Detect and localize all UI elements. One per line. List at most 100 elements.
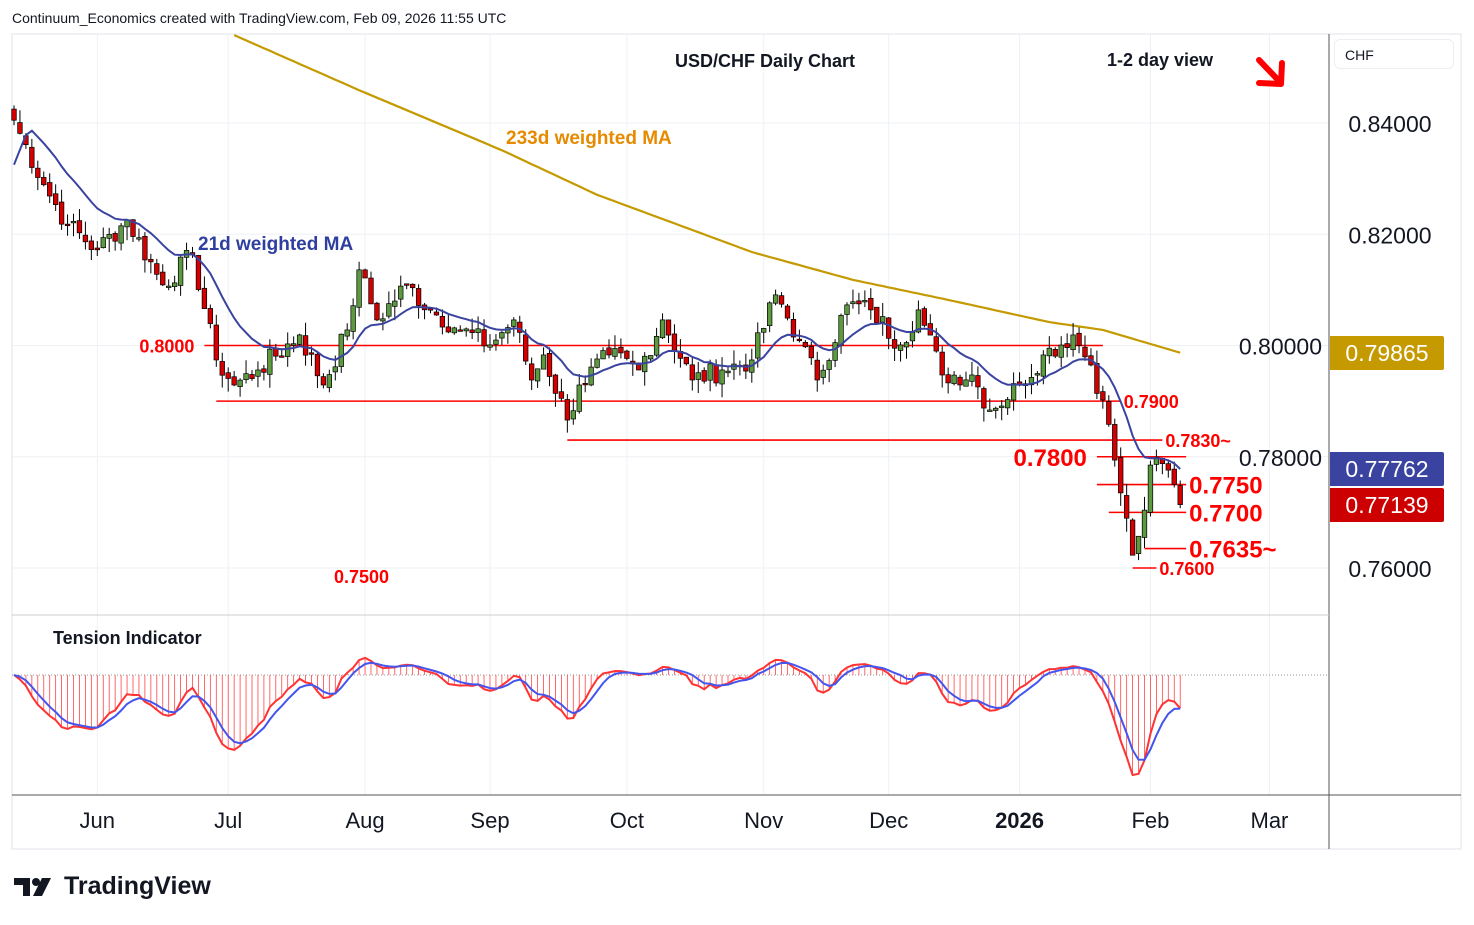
candle [344,323,350,341]
y-tick-label: 0.82000 [1348,222,1431,248]
candle-body [766,302,773,327]
candle [487,334,493,351]
candle [148,253,154,274]
candle [588,358,594,387]
candle-body [975,375,981,388]
candle [475,316,481,342]
level-label: 0.7750 [1189,473,1262,500]
candle-body [1058,344,1064,358]
candle [499,331,505,345]
tradingview-logo[interactable]: TradingView [14,872,211,901]
candle-body [469,329,475,334]
candle [350,298,356,340]
candle-body [653,336,660,356]
candle-body [1082,346,1088,358]
candle [766,301,773,333]
candle [76,209,83,239]
candle-body [850,301,856,305]
candle-body [35,167,41,178]
currency-button[interactable]: CHF [1334,39,1454,69]
candle [64,214,71,236]
candle-body [868,297,874,311]
candle-body [118,225,124,244]
candle [166,279,172,291]
tension-line [13,656,1181,777]
candle-body [820,369,826,378]
last-price-tag: 0.77139 [1330,488,1444,522]
candle-body [963,379,969,387]
candle [326,369,332,393]
candle-body [689,364,695,381]
candle [844,302,850,326]
candle [154,258,160,281]
candle [701,367,707,384]
candle-body [874,306,880,324]
candle [1046,336,1052,364]
candle-body [713,364,719,384]
level-07750: 0.7750 [1096,473,1263,500]
candle [540,347,547,370]
candle-body [142,235,148,261]
candle [909,321,916,348]
candle [1094,350,1100,400]
candle-body [999,405,1005,408]
candle-body [112,233,118,242]
candle [118,223,124,251]
candle [439,309,446,335]
candle-body [350,305,356,332]
candle [261,364,267,381]
candle [1022,379,1029,399]
candle [410,283,416,297]
candle [237,378,243,397]
candle [415,284,422,319]
candle [398,275,404,308]
candle [94,241,100,256]
candle-body [94,247,100,251]
candle-body [398,285,404,300]
candle-body [594,358,600,368]
candle-body [64,223,71,227]
y-tick-label: 0.76000 [1348,556,1431,582]
x-tick-label: 2026 [995,808,1044,833]
candle [546,347,553,387]
level-label: 0.7635~ [1189,537,1276,564]
candle [356,261,362,317]
candle-body [172,282,178,287]
candle [1010,372,1017,411]
candle-body [415,288,422,306]
candle-body [475,328,481,333]
candle-body [1046,347,1052,357]
candle [755,322,761,368]
candle-body [993,407,999,411]
candle-body [814,359,820,381]
candle [951,371,957,386]
candle-body [225,372,231,379]
candle [386,291,392,319]
candle-body [201,287,208,309]
chart-subtitle: 1-2 day view [1107,50,1214,70]
candle [320,373,327,389]
x-tick-label: Dec [869,808,908,833]
candle [225,367,231,392]
candle [915,300,922,334]
candle [421,302,428,320]
candle [606,339,612,359]
candle-body [1129,519,1136,556]
candle [1076,327,1082,354]
candle-body [1094,363,1100,394]
candle-body [82,234,89,243]
candle [29,138,35,174]
candle [820,364,826,385]
candle-body [511,319,517,327]
candle-body [618,346,624,354]
candle [160,264,166,287]
level-07900: 0.7900 [216,392,1179,412]
candle-body [207,308,214,324]
candle [784,303,791,321]
candle [850,289,856,309]
candle [195,254,202,292]
candle-body [772,294,779,304]
candle-body [166,285,172,288]
candle [981,386,987,422]
